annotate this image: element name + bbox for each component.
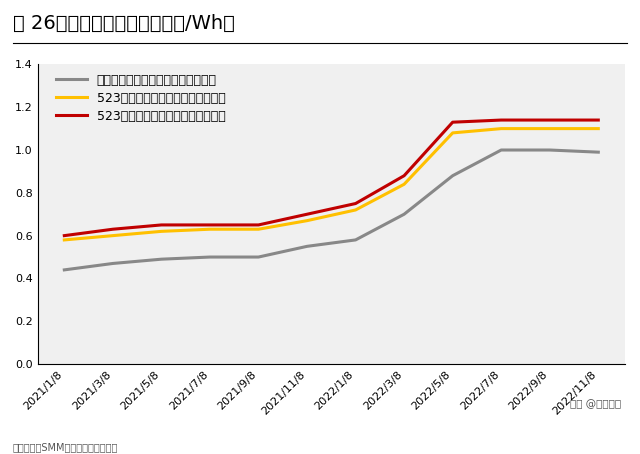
523软包三元电芯（动力型）（周） (255, 222, 262, 227)
523方形三元电芯（动力型）（周） (303, 218, 311, 223)
523方形三元电芯（动力型）（周） (255, 227, 262, 232)
Text: 图 26：动力电芯价格情况（元/Wh）: 图 26：动力电芯价格情况（元/Wh） (13, 14, 235, 33)
方形磷酸铁锂电芯（动力型）（周） (352, 237, 360, 242)
523方形三元电芯（动力型）（周） (157, 229, 165, 234)
Text: 头条 @未来智库: 头条 @未来智库 (570, 399, 621, 409)
523软包三元电芯（动力型）（周） (546, 117, 554, 123)
方形磷酸铁锂电芯（动力型）（周） (60, 267, 68, 272)
方形磷酸铁锂电芯（动力型）（周） (497, 147, 505, 153)
方形磷酸铁锂电芯（动力型）（周） (255, 254, 262, 260)
方形磷酸铁锂电芯（动力型）（周） (595, 149, 602, 155)
523方形三元电芯（动力型）（周） (595, 126, 602, 131)
Text: 资料来源：SMM，东证证券研究所等: 资料来源：SMM，东证证券研究所等 (13, 442, 118, 452)
Line: 523方形三元电芯（动力型）（周）: 523方形三元电芯（动力型）（周） (64, 128, 598, 240)
523软包三元电芯（动力型）（周） (595, 117, 602, 123)
523方形三元电芯（动力型）（周） (400, 182, 408, 187)
523方形三元电芯（动力型）（周） (352, 207, 360, 212)
Line: 523软包三元电芯（动力型）（周）: 523软包三元电芯（动力型）（周） (64, 120, 598, 236)
方形磷酸铁锂电芯（动力型）（周） (400, 212, 408, 217)
方形磷酸铁锂电芯（动力型）（周） (206, 254, 214, 260)
523方形三元电芯（动力型）（周） (109, 233, 116, 238)
Line: 方形磷酸铁锂电芯（动力型）（周）: 方形磷酸铁锂电芯（动力型）（周） (64, 150, 598, 270)
523软包三元电芯（动力型）（周） (303, 212, 311, 217)
523软包三元电芯（动力型）（周） (206, 222, 214, 227)
523软包三元电芯（动力型）（周） (400, 173, 408, 178)
523方形三元电芯（动力型）（周） (60, 237, 68, 242)
523软包三元电芯（动力型）（周） (60, 233, 68, 238)
方形磷酸铁锂电芯（动力型）（周） (546, 147, 554, 153)
方形磷酸铁锂电芯（动力型）（周） (303, 244, 311, 249)
523软包三元电芯（动力型）（周） (497, 117, 505, 123)
523方形三元电芯（动力型）（周） (449, 130, 456, 136)
523方形三元电芯（动力型）（周） (497, 126, 505, 131)
523软包三元电芯（动力型）（周） (352, 201, 360, 206)
523软包三元电芯（动力型）（周） (109, 227, 116, 232)
523方形三元电芯（动力型）（周） (206, 227, 214, 232)
523软包三元电芯（动力型）（周） (449, 119, 456, 125)
方形磷酸铁锂电芯（动力型）（周） (157, 257, 165, 262)
523软包三元电芯（动力型）（周） (157, 222, 165, 227)
方形磷酸铁锂电芯（动力型）（周） (449, 173, 456, 178)
Legend: 方形磷酸铁锂电芯（动力型）（周）, 523方形三元电芯（动力型）（周）, 523软包三元电芯（动力型）（周）: 方形磷酸铁锂电芯（动力型）（周）, 523方形三元电芯（动力型）（周）, 523… (56, 74, 226, 123)
方形磷酸铁锂电芯（动力型）（周） (109, 261, 116, 266)
523方形三元电芯（动力型）（周） (546, 126, 554, 131)
